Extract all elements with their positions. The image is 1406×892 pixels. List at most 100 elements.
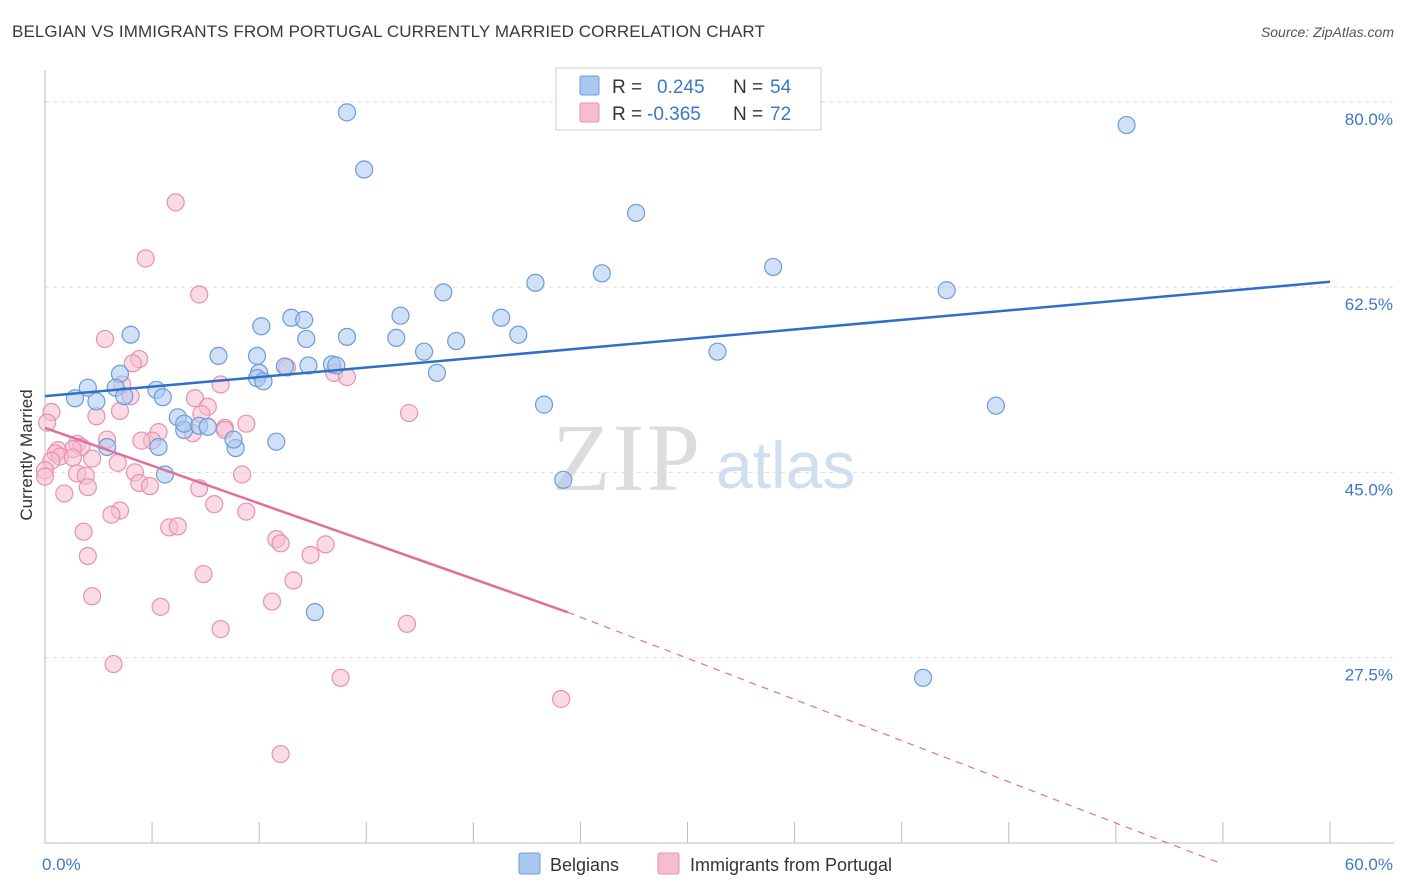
portugal-point — [237, 414, 256, 433]
belgian-point — [937, 281, 956, 300]
bottom-legend-belgians: Belgians — [550, 855, 619, 875]
belgian-point — [427, 363, 447, 382]
belgian-point — [764, 257, 783, 277]
portugal-point — [397, 614, 417, 633]
x-tick-label: 0.0% — [42, 855, 81, 874]
legend-r-label-2: R = — [612, 104, 642, 125]
portugal-point — [271, 534, 290, 553]
portugal-point — [237, 502, 256, 521]
x-tick-label: 60.0% — [1345, 855, 1393, 874]
stats-legend: R = 0.245 N = 54 R = -0.365 N = 72 — [555, 67, 822, 131]
bottom-legend-portugal: Immigrants from Portugal — [690, 855, 892, 875]
x-ticks — [44, 822, 1331, 843]
belgian-point — [492, 308, 511, 327]
portugal-point — [301, 545, 320, 565]
bottom-legend-swatch-belgians — [518, 852, 541, 875]
legend-n-value-1: 54 — [770, 77, 792, 98]
series-portugal-points — [35, 193, 571, 764]
y-tick-label: 62.5% — [1345, 295, 1393, 314]
series-belgians-points — [65, 103, 1136, 687]
portugal-point — [83, 449, 102, 468]
belgian-point — [149, 437, 168, 457]
chart-title: BELGIAN VS IMMIGRANTS FROM PORTUGAL CURR… — [12, 22, 765, 41]
belgian-point — [337, 327, 357, 346]
belgian-point — [209, 346, 228, 366]
belgian-point — [297, 329, 316, 349]
watermark-atlas: atlas — [716, 428, 855, 502]
portugal-point — [232, 465, 252, 484]
legend-swatch-portugal — [579, 102, 600, 123]
portugal-point — [140, 477, 160, 496]
belgian-point — [708, 342, 727, 361]
belgian-point — [387, 328, 406, 348]
portugal-point — [399, 403, 419, 423]
portugal-point — [78, 478, 97, 497]
belgian-point — [224, 430, 243, 449]
belgian-point — [534, 395, 554, 414]
x-tick-labels: 0.0% 60.0% — [42, 855, 1393, 874]
portugal-point — [38, 413, 57, 432]
belgian-point — [526, 273, 545, 292]
portugal-point — [552, 689, 571, 709]
source-note: Source: ZipAtlas.com — [1260, 24, 1394, 40]
belgian-point — [252, 317, 271, 336]
trend-lines — [44, 280, 1331, 865]
portugal-point — [151, 597, 170, 616]
series-legend: Belgians Immigrants from Portugal — [518, 852, 892, 875]
portugal-point — [185, 389, 205, 408]
portugal-point — [35, 467, 55, 486]
portugal-point — [211, 375, 230, 394]
portugal-point — [74, 522, 93, 541]
portugal-point — [132, 431, 151, 450]
portugal-point — [316, 535, 335, 554]
belgian-point — [337, 103, 357, 122]
belgian-point — [414, 342, 434, 361]
legend-n-value-2: 72 — [770, 104, 791, 125]
watermark-zip: ZIP — [552, 404, 702, 511]
portugal-point — [123, 354, 142, 373]
belgian-point — [275, 357, 294, 376]
portugal-trend-extension — [567, 611, 1224, 865]
grid-lines — [45, 101, 1394, 659]
y-tick-labels: 27.5% 45.0% 62.5% 80.0% — [1345, 110, 1393, 685]
belgian-point — [115, 387, 134, 406]
belgian-point — [913, 668, 933, 687]
portugal-point — [211, 620, 230, 639]
belgian-point — [1117, 115, 1136, 135]
portugal-point — [63, 448, 82, 467]
portugal-point — [102, 505, 121, 524]
bottom-legend-swatch-portugal — [657, 852, 680, 875]
legend-r-value-2: -0.365 — [647, 104, 701, 125]
belgian-point — [305, 603, 324, 622]
portugal-point — [262, 592, 282, 611]
portugal-point — [194, 564, 213, 584]
legend-swatch-belgians — [579, 75, 600, 96]
portugal-point — [78, 546, 97, 566]
stats-legend-box — [555, 67, 822, 131]
y-axis-label: Currently Married — [17, 389, 36, 520]
portugal-point — [331, 668, 350, 687]
y-tick-label: 45.0% — [1345, 480, 1393, 499]
belgian-point — [554, 470, 573, 489]
belgian-point — [198, 417, 217, 436]
legend-n-label-2: N = — [733, 104, 763, 125]
belgian-point — [626, 203, 646, 223]
belgian-point — [434, 283, 453, 302]
belgian-point — [509, 325, 528, 344]
portugal-point — [190, 285, 209, 304]
portugal-trend-line — [44, 426, 568, 614]
portugal-point — [95, 329, 115, 349]
belgians-trend-line — [44, 280, 1331, 398]
belgian-point — [986, 396, 1006, 415]
y-tick-label: 80.0% — [1345, 110, 1393, 129]
belgian-point — [267, 432, 286, 451]
belgian-point — [175, 414, 194, 433]
belgian-point — [121, 325, 140, 344]
legend-r-value-1: 0.245 — [657, 77, 705, 98]
belgian-point — [592, 264, 611, 283]
belgian-point — [447, 331, 466, 351]
belgian-point — [295, 310, 314, 330]
portugal-point — [205, 495, 224, 514]
portugal-point — [271, 744, 290, 764]
